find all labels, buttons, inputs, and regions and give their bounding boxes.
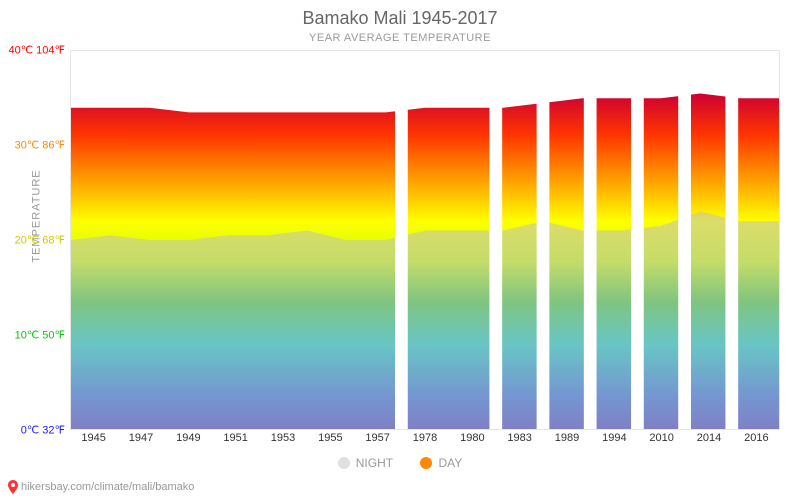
legend-label-night: NIGHT: [356, 456, 393, 470]
x-tick: 1978: [413, 432, 437, 444]
x-tick: 1947: [129, 432, 153, 444]
x-tick: 1983: [507, 432, 531, 444]
pin-icon: [8, 480, 18, 494]
x-tick: 1989: [555, 432, 579, 444]
x-tick: 2010: [649, 432, 673, 444]
x-tick: 2014: [697, 432, 721, 444]
attribution: hikersbay.com/climate/mali/bamako: [8, 480, 194, 494]
legend-item-day: DAY: [420, 456, 462, 470]
legend-item-night: NIGHT: [338, 456, 393, 470]
legend: NIGHT DAY: [0, 456, 800, 472]
x-tick: 1994: [602, 432, 626, 444]
y-axis-label: TEMPERATURE: [31, 169, 43, 262]
x-tick: 1980: [460, 432, 484, 444]
y-tick: 40℃ 104℉: [9, 44, 65, 57]
plot-area: [70, 50, 780, 430]
x-axis: 1945 1947 1949 1951 1953 1955 1957 1978 1980 1983…: [70, 430, 780, 450]
y-axis: TEMPERATURE 0℃ 32℉10℃ 50℉20℃ 68℉30℃ 86℉4…: [0, 50, 70, 430]
attribution-text: hikersbay.com/climate/mali/bamako: [21, 481, 194, 493]
x-tick: 1945: [81, 432, 105, 444]
x-tick: 1949: [176, 432, 200, 444]
y-tick: 20℃ 68℉: [15, 234, 65, 247]
y-tick: 10℃ 50℉: [15, 329, 65, 342]
chart-container: [70, 50, 780, 430]
y-tick: 0℃ 32℉: [21, 424, 65, 437]
chart-title: Bamako Mali 1945-2017: [0, 8, 800, 29]
y-tick: 30℃ 86℉: [15, 139, 65, 152]
legend-dot-day: [420, 457, 432, 469]
x-tick: 1955: [318, 432, 342, 444]
x-tick: 1951: [223, 432, 247, 444]
x-tick: 1953: [271, 432, 295, 444]
legend-dot-night: [338, 457, 350, 469]
x-tick: 1957: [365, 432, 389, 444]
legend-label-day: DAY: [438, 456, 462, 470]
chart-subtitle: YEAR AVERAGE TEMPERATURE: [0, 32, 800, 44]
x-tick: 2016: [744, 432, 768, 444]
chart-svg: [71, 51, 779, 429]
